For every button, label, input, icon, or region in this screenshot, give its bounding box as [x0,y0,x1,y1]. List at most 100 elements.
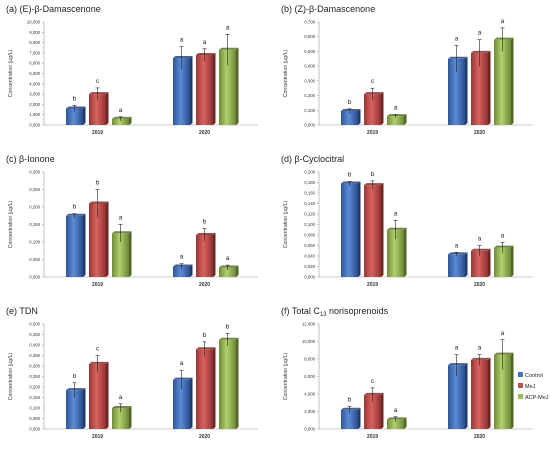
bar-mej-2020 [196,54,213,125]
bar-top [173,56,193,59]
y-tick-label: 4,000 [29,81,40,86]
x-tick-label: 2019 [92,282,103,288]
y-tick-label: 0,180 [304,180,315,185]
bar-acp-mej-2019 [387,419,404,429]
bar-control-2020 [173,379,190,429]
bar-top [112,231,132,234]
x-tick-label: 2019 [367,282,378,288]
y-tick-label: 0,000 [304,123,315,128]
bar-side [511,245,514,277]
x-tick-label: 2020 [474,282,485,288]
y-tick-label: 0,050 [29,257,40,262]
x-tick-label: 2019 [367,434,378,440]
bar-side [381,392,384,429]
bar-side [129,231,132,277]
y-tick-label: 0,300 [29,364,40,369]
bar-mej-2020 [196,349,213,429]
bar-side [190,264,193,277]
y-axis-label: Concentration (µg/L) [8,50,14,98]
chart-title: (e) TDN [6,306,38,316]
significance-letter: b [73,373,77,380]
bar-acp-mej-2019 [112,233,129,277]
y-tick-label: 10,000 [27,20,41,25]
y-tick-label: 0,250 [29,187,40,192]
y-tick-label: 0,700 [304,20,315,25]
y-tick-label: 0,100 [29,240,40,245]
bar-side [106,92,109,125]
y-tick-label: 7,000 [29,50,40,55]
significance-letter: a [180,360,184,367]
bar-top [448,56,468,59]
significance-letter: c [371,78,375,85]
bar-mej-2019 [89,94,106,125]
significance-letter: a [226,255,230,262]
bar-top [387,227,407,230]
bar-mej-2020 [471,250,488,277]
y-tick-label: 0,200 [29,205,40,210]
legend: Control MeJ ACP-MeJ [518,372,549,401]
y-tick-label: 0,250 [29,374,40,379]
chart-panel-2: (b) (Z)-β-Damascenone Concentration (µg/L… [281,4,533,136]
y-tick-label: 0,050 [29,416,40,421]
y-tick-label: 0,000 [304,275,315,280]
chart-panel-3: (c) β-Ionone Concentration (µg/L) 0,000 0,0… [6,154,258,288]
chart-panel-1: (a) (E)-β-Damascenone Concentration (µg/L… [6,4,258,136]
chart-title: (a) (E)-β-Damascenone [6,4,101,14]
y-tick-label: 0,100 [304,222,315,227]
significance-letter: a [478,30,482,37]
significance-letter: b [348,99,352,106]
bar-mej-2019 [364,94,381,125]
y-tick-label: 0,450 [29,332,40,337]
y-tick-label: 0,020 [304,264,315,269]
bar-top [494,37,514,40]
significance-letter: b [348,171,352,178]
bar-top [364,92,384,95]
bar-side [236,265,239,277]
bar-mej-2019 [89,363,106,429]
bar-acp-mej-2020 [219,49,236,126]
y-tick-label: 0,150 [29,222,40,227]
significance-letter: a [501,232,505,239]
bar-top [112,406,132,408]
bar-top [341,109,361,112]
y-tick-label: 0,120 [304,212,315,217]
y-tick-label: 0,400 [304,64,315,69]
bar-top [196,233,216,235]
bar-control-2019 [341,409,358,429]
legend-label: ACP-MeJ [525,395,549,401]
x-tick-label: 2020 [199,434,210,440]
bar-side [190,377,193,429]
bar-acp-mej-2019 [112,408,129,429]
bar-top [66,213,86,216]
bar-control-2019 [341,111,358,125]
bar-side [488,357,491,429]
chart-panel-6: (f) Total C13 norisoprenoids Concentratio… [281,306,533,440]
bar-side [381,92,384,125]
bar-acp-mej-2019 [387,229,404,277]
y-tick-label: 0,400 [29,343,40,348]
y-tick-label: 0,040 [304,254,315,259]
significance-letter: a [455,345,459,352]
y-tick-label: 0,350 [29,353,40,358]
chart-title: (f) Total C13 norisoprenoids [281,306,389,318]
bar-top [494,245,514,248]
bar-top [112,116,132,119]
bar-top [387,114,407,117]
y-tick-label: 0,000 [304,427,315,432]
bar-side [83,388,86,429]
y-tick-label: 6,000 [29,61,40,66]
y-tick-label: 6,000 [304,374,315,379]
bar-top [89,92,109,95]
bar-side [511,352,514,429]
bar-control-2020 [448,58,465,125]
bar-side [213,347,216,429]
significance-letter: b [73,95,77,102]
chart-panel-4: (d) β-Cyclocitral Concentration (µg/L) 0,0… [281,154,533,288]
y-tick-label: 2,000 [304,409,315,414]
significance-letter: a [394,210,398,217]
significance-letter: a [501,18,505,25]
bar-side [106,361,109,429]
bar-side [358,181,361,277]
chart-title: (b) (Z)-β-Damascenone [281,4,375,14]
significance-letter: a [226,24,230,31]
